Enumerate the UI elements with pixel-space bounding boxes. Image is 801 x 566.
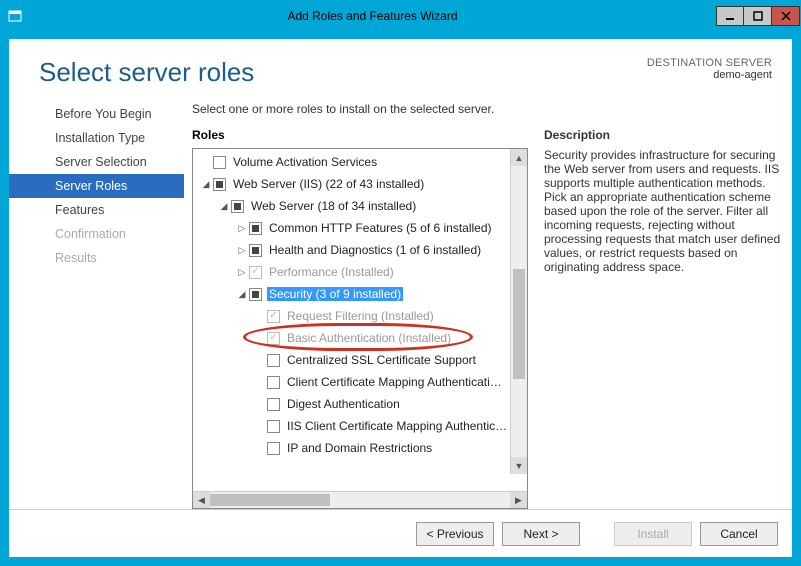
page-title: Select server roles: [39, 57, 254, 88]
tree-item-label: IIS Client Certificate Mapping Authentic…: [285, 419, 509, 433]
tree-row[interactable]: ◢ Web Server (18 of 34 installed): [193, 195, 527, 217]
checkbox[interactable]: [249, 222, 262, 235]
tree-item-label: Common HTTP Features (5 of 6 installed): [267, 221, 494, 235]
main-panel: Select one or more roles to install on t…: [184, 98, 792, 509]
tree-row[interactable]: IIS Client Certificate Mapping Authentic…: [193, 415, 527, 437]
checkbox[interactable]: [267, 420, 280, 433]
wizard-body: Select server roles DESTINATION SERVER d…: [1, 31, 800, 565]
tree-row[interactable]: Centralized SSL Certificate Support: [193, 349, 527, 371]
description-body: Security provides infrastructure for sec…: [544, 148, 784, 274]
columns: Roles Volume Activation Services◢Web Ser…: [192, 128, 784, 509]
tree-item-label: Performance (Installed): [267, 265, 396, 279]
destination-info: DESTINATION SERVER demo-agent: [647, 57, 772, 81]
tree-row[interactable]: Basic Authentication (Installed): [193, 327, 527, 349]
roles-title: Roles: [192, 128, 528, 142]
tree-item-label: Client Certificate Mapping Authenticati…: [285, 375, 504, 389]
tree-item-label: Web Server (IIS) (22 of 43 installed): [231, 177, 426, 191]
roles-tree-scroll[interactable]: Volume Activation Services◢Web Server (I…: [193, 149, 527, 491]
window-controls: [716, 6, 800, 26]
nav-item-features[interactable]: Features: [9, 198, 184, 222]
destination-label: DESTINATION SERVER: [647, 57, 772, 69]
wizard-nav: Before You BeginInstallation TypeServer …: [9, 98, 184, 509]
tree-row[interactable]: IP and Domain Restrictions: [193, 437, 527, 459]
checkbox[interactable]: [267, 398, 280, 411]
previous-button[interactable]: < Previous: [416, 522, 494, 546]
roles-tree-container: Volume Activation Services◢Web Server (I…: [192, 148, 528, 509]
roles-tree: Volume Activation Services◢Web Server (I…: [193, 149, 527, 459]
destination-value: demo-agent: [647, 69, 772, 81]
next-button[interactable]: Next >: [502, 522, 580, 546]
nav-item-server-selection[interactable]: Server Selection: [9, 150, 184, 174]
checkbox: [267, 310, 280, 323]
roles-column: Roles Volume Activation Services◢Web Ser…: [192, 128, 528, 509]
expander-right-icon[interactable]: ▷: [235, 267, 249, 278]
tree-item-label: Centralized SSL Certificate Support: [285, 353, 478, 367]
tree-item-label: Basic Authentication (Installed): [285, 331, 453, 345]
tree-item-label: IP and Domain Restrictions: [285, 441, 434, 455]
checkbox[interactable]: [231, 200, 244, 213]
checkbox[interactable]: [213, 178, 226, 191]
checkbox: [249, 266, 262, 279]
tree-item-label: Security (3 of 9 installed): [267, 287, 403, 301]
minimize-button[interactable]: [716, 6, 744, 26]
scroll-left-icon[interactable]: ◀: [193, 492, 210, 508]
title-bar: Add Roles and Features Wizard: [1, 1, 800, 31]
tree-row[interactable]: Client Certificate Mapping Authenticati…: [193, 371, 527, 393]
nav-item-installation-type[interactable]: Installation Type: [9, 126, 184, 150]
scroll-thumb[interactable]: [513, 269, 525, 379]
vertical-scrollbar[interactable]: ▲ ▼: [510, 149, 527, 474]
scroll-right-icon[interactable]: ▶: [510, 492, 527, 508]
nav-item-server-roles[interactable]: Server Roles: [9, 174, 184, 198]
nav-item-before-you-begin[interactable]: Before You Begin: [9, 102, 184, 126]
tree-item-label: Request Filtering (Installed): [285, 309, 436, 323]
tree-row[interactable]: ▷ Health and Diagnostics (1 of 6 installe…: [193, 239, 527, 261]
app-icon: [1, 9, 29, 23]
maximize-button[interactable]: [744, 6, 772, 26]
window-title: Add Roles and Features Wizard: [29, 9, 716, 23]
scroll-up-icon[interactable]: ▲: [511, 149, 527, 166]
expander-right-icon[interactable]: ▷: [235, 245, 249, 256]
checkbox[interactable]: [267, 442, 280, 455]
expander-down-icon[interactable]: ◢: [235, 289, 249, 300]
tree-item-label: Health and Diagnostics (1 of 6 installed…: [267, 243, 483, 257]
nav-item-confirmation: Confirmation: [9, 222, 184, 246]
checkbox[interactable]: [267, 354, 280, 367]
tree-row[interactable]: Volume Activation Services: [193, 151, 527, 173]
expander-down-icon[interactable]: ◢: [217, 201, 231, 212]
close-button[interactable]: [772, 6, 800, 26]
tree-row[interactable]: ▷ Performance (Installed): [193, 261, 527, 283]
page-header: Select server roles DESTINATION SERVER d…: [9, 39, 792, 98]
description-title: Description: [544, 128, 784, 142]
tree-item-label: Volume Activation Services: [231, 155, 379, 169]
wizard-footer: < Previous Next > Install Cancel: [9, 509, 792, 557]
tree-item-label: Digest Authentication: [285, 397, 402, 411]
checkbox[interactable]: [267, 376, 280, 389]
expander-right-icon[interactable]: ▷: [235, 223, 249, 234]
instruction-text: Select one or more roles to install on t…: [192, 102, 784, 116]
checkbox[interactable]: [249, 244, 262, 257]
nav-item-results: Results: [9, 246, 184, 270]
hscroll-thumb[interactable]: [210, 494, 330, 506]
install-button[interactable]: Install: [614, 522, 692, 546]
scroll-down-icon[interactable]: ▼: [511, 457, 527, 474]
wizard-window: Add Roles and Features Wizard Select ser…: [0, 0, 801, 566]
tree-row[interactable]: Request Filtering (Installed): [193, 305, 527, 327]
tree-row[interactable]: Digest Authentication: [193, 393, 527, 415]
checkbox: [267, 332, 280, 345]
checkbox[interactable]: [249, 288, 262, 301]
tree-item-label: Web Server (18 of 34 installed): [249, 199, 418, 213]
tree-row[interactable]: ◢ Web Server (IIS) (22 of 43 installed): [193, 173, 527, 195]
horizontal-scrollbar[interactable]: ◀ ▶: [193, 491, 527, 508]
tree-row[interactable]: ▷ Common HTTP Features (5 of 6 installed): [193, 217, 527, 239]
content-area: Before You BeginInstallation TypeServer …: [9, 98, 792, 509]
tree-row[interactable]: ◢ Security (3 of 9 installed): [193, 283, 527, 305]
checkbox[interactable]: [213, 156, 226, 169]
expander-down-icon[interactable]: ◢: [199, 179, 213, 190]
description-column: Description Security provides infrastruc…: [544, 128, 784, 509]
cancel-button[interactable]: Cancel: [700, 522, 778, 546]
